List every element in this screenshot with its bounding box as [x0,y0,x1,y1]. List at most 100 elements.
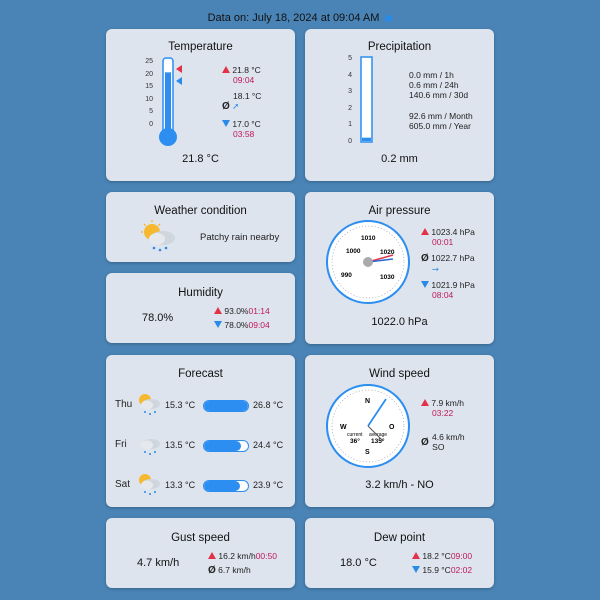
wind-current: 3.2 km/h - NO [365,479,434,491]
scale-tick-label: 5 [348,55,352,62]
forecast-range-bar [203,400,249,412]
compass-w: W [340,424,347,431]
status-dot-icon [385,14,393,22]
wind-average-label: average [369,432,387,438]
dial-label-990: 990 [341,272,352,279]
forecast-day: Sat [115,479,131,490]
humidity-max: 93.0%01:14 [214,306,270,316]
wind-max-value: 7.9 km/h [431,398,464,408]
air-pressure-card[interactable]: Air pressure 1000 1010 1020 990 1030 102… [305,192,494,344]
forecast-high: 23.9 °C [253,480,284,490]
gust-max-value: 16.2 km/h [218,551,256,561]
weather-title: Weather condition [154,205,247,217]
wind-current-dir: 36° [350,437,360,445]
dew-min-value: 15.9 °C [422,565,451,575]
precip-1h: 0.0 mm / 1h [409,70,454,80]
forecast-range-fill [204,441,242,451]
compass-n: N [365,398,370,405]
weather-condition-text: Patchy rain nearby [200,232,280,243]
wind-current-label: current [347,432,363,438]
forecast-row[interactable]: Thu 15.3 °C 26.8 °C [106,391,295,421]
sun-cloud-rain-icon [141,220,175,252]
avg-symbol-icon: Ø [421,253,429,264]
forecast-low: 15.3 °C [165,400,196,410]
gust-avg-value: 6.7 km/h [218,565,251,575]
forecast-low: 13.3 °C [165,480,196,490]
precipitation-card[interactable]: Precipitation 5 4 3 2 1 0 0.0 mm / 1h 0.6 mm … [305,29,494,181]
gust-speed-card[interactable]: Gust speed 4.7 km/h 16.2 km/h00:50 Ø 6.7… [106,518,295,588]
avg-symbol-icon: Ø [222,101,230,112]
max-arrow-icon [421,399,429,406]
min-arrow-icon [421,281,429,288]
wind-title: Wind speed [369,368,430,380]
max-arrow-icon [421,228,429,235]
wind-avg: 4.6 km/h Ø SO [421,432,465,453]
forecast-title: Forecast [178,368,223,380]
precip-year: 605.0 mm / Year [409,121,471,131]
pressure-min-value: 1021.9 hPa [431,280,475,290]
scale-tick-label: 10 [145,95,153,103]
humidity-card[interactable]: Humidity 78.0% 93.0%01:14 78.0%09:04 [106,273,295,343]
dew-point-card[interactable]: Dew point 18.0 °C 18.2 °C09:00 15.9 °C02… [305,518,494,588]
pressure-max-value: 1023.4 hPa [431,227,475,237]
pressure-avg: Ø 1022.7 hPa ➙ [421,253,475,274]
avg-symbol-icon: Ø [208,565,216,576]
pressure-current: 1022.0 hPa [371,316,428,328]
temperature-card[interactable]: Temperature 25 20 15 10 5 0 21.8 °C 09:04 18.… [106,29,295,181]
pressure-avg-value: 1022.7 hPa [431,253,475,263]
scale-tick-label: 15 [145,83,153,91]
data-timestamp: Data on: July 18, 2024 at 09:04 AM [0,12,600,24]
sun-cloud-rain-icon [139,474,160,495]
forecast-day: Thu [115,399,133,410]
weather-condition-card[interactable]: Weather condition Patchy rain nearby [106,192,295,262]
humidity-max-value: 93.0% [224,306,249,316]
scale-tick-label: 25 [145,58,153,65]
compass-o: O [389,424,395,431]
gust-avg: Ø 6.7 km/h [208,565,251,576]
pressure-min: 1021.9 hPa 08:04 [421,280,475,300]
gust-max-time: 00:50 [255,551,277,561]
forecast-high: 26.8 °C [253,400,284,410]
forecast-row[interactable]: Fri 13.5 °C 24.4 °C [106,431,295,461]
wind-max: 7.9 km/h 03:22 [421,398,464,418]
scale-tick-label: 0 [149,121,153,128]
temp-min-value: 17.0 °C [232,119,261,129]
forecast-card[interactable]: Forecast Thu 15.3 °C 26.8 °C Fri 13.5 ° [106,355,295,507]
dew-min: 15.9 °C02:02 [412,565,472,575]
gust-current: 4.7 km/h [137,557,180,569]
wind-speed-card[interactable]: Wind speed N O S W current average 36° 1… [305,355,494,507]
min-arrow-icon [412,566,420,573]
cloud-rain-icon [141,439,160,455]
max-arrow-icon [208,552,216,559]
humidity-title: Humidity [178,287,223,299]
dial-label-1030: 1030 [380,274,395,281]
dew-current: 18.0 °C [340,557,377,569]
humidity-min-value: 78.0% [224,320,249,330]
wind-compass: N O S W current average 36° 135° [326,384,410,468]
forecast-day: Fri [115,439,127,450]
scale-tick-label: 1 [348,121,352,129]
timestamp-text: Data on: July 18, 2024 at 09:04 AM [207,12,380,24]
wind-max-time: 03:22 [432,408,454,418]
dial-label-1010: 1010 [361,235,376,242]
rain-gauge-icon [360,56,373,143]
scale-tick-label: 2 [348,104,352,112]
temp-max-time: 09:04 [233,75,255,85]
min-arrow-icon [222,120,230,127]
forecast-range-fill [204,481,241,491]
thermometer-icon [159,57,182,146]
temp-current: 21.8 °C [182,153,219,165]
forecast-row[interactable]: Sat 13.3 °C 23.9 °C [106,471,295,501]
pressure-min-time: 08:04 [432,290,454,300]
pressure-max: 1023.4 hPa 00:01 [421,227,475,247]
temp-min: 17.0 °C 03:58 [222,119,261,139]
precip-month: 92.6 mm / Month [409,111,473,121]
compass-s: S [365,449,370,456]
dew-max-time: 09:00 [450,551,473,561]
precipitation-title: Precipitation [367,41,432,53]
scale-tick-label: 4 [348,71,352,79]
min-arrow-icon [214,321,222,328]
pressure-max-time: 00:01 [432,237,454,247]
avg-symbol-icon: Ø [421,437,429,448]
wind-average-dir: 135° [371,437,385,445]
